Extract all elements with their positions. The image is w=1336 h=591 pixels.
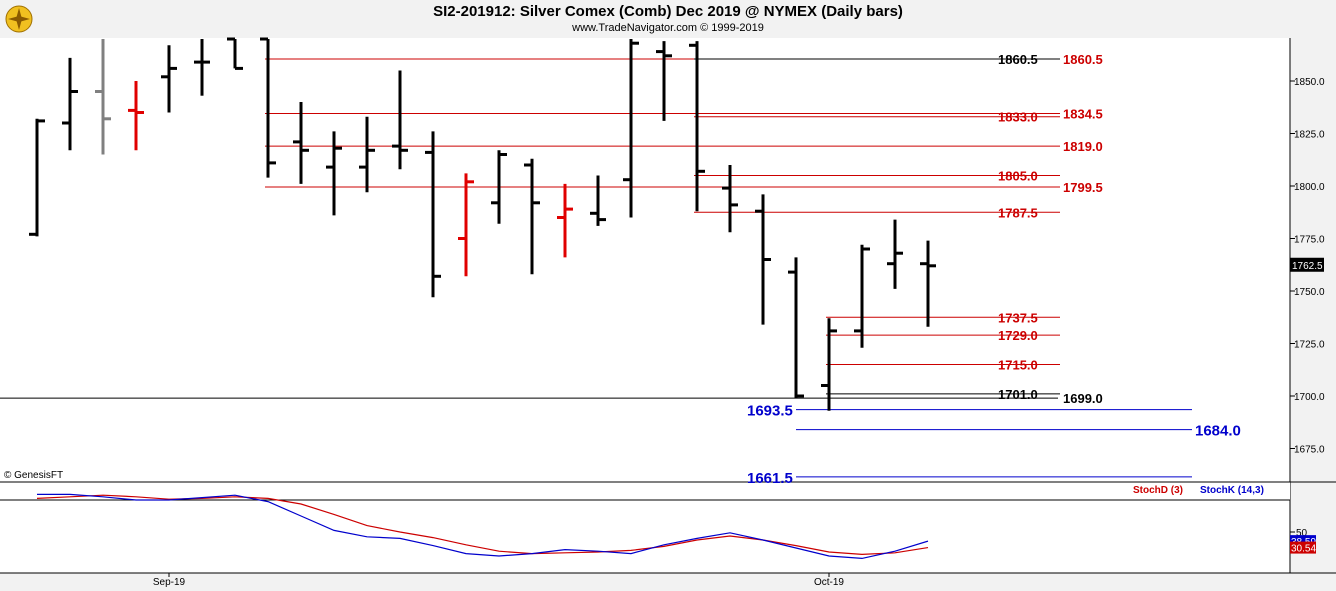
ohlc-bar — [524, 158, 540, 275]
price-tick-label: 1775.0 — [1294, 235, 1325, 246]
level-label: 1834.5 — [1063, 107, 1103, 122]
ohlc-bar — [887, 219, 903, 289]
ohlc-bar — [557, 183, 573, 258]
ohlc-bar — [260, 37, 276, 178]
ohlc-bar — [161, 45, 177, 113]
price-tick-label: 1800.0 — [1294, 182, 1325, 193]
price-tick-label: 1725.0 — [1294, 340, 1325, 351]
stochd-line — [36, 494, 929, 556]
price-tick-label: 1700.0 — [1294, 392, 1325, 403]
ohlc-bar — [920, 240, 936, 327]
support-label: 1684.0 — [1195, 423, 1241, 440]
ohlc-bar — [95, 39, 111, 155]
ohlc-bar — [788, 257, 804, 399]
support-label: 1661.5 — [747, 470, 793, 487]
oscillator-tick-label: 50 — [1296, 528, 1308, 539]
level-label: 1819.0 — [1063, 139, 1103, 154]
price-axis-panel — [1290, 38, 1336, 573]
last-price-label: 1762.5 — [1292, 261, 1323, 272]
level-label: 1833.0 — [998, 110, 1038, 125]
stochd-value-badge — [1290, 541, 1316, 554]
date-tick-label: Sep-19 — [153, 577, 186, 588]
price-tick-label: 1750.0 — [1294, 287, 1325, 298]
price-tick-label: 1825.0 — [1294, 130, 1325, 141]
level-label: 1737.5 — [998, 310, 1038, 325]
level-label: 1715.0 — [998, 358, 1038, 373]
level-label: 1729.0 — [998, 328, 1038, 343]
ohlc-bar — [854, 244, 870, 348]
ohlc-bar — [29, 118, 45, 237]
ohlc-bar — [623, 39, 639, 218]
ohlc-bar — [755, 194, 771, 325]
price-tick-label: 1850.0 — [1294, 77, 1325, 88]
support-label: 1693.5 — [747, 403, 793, 420]
ohlc-bar — [128, 81, 144, 151]
ohlc-bar — [722, 165, 738, 233]
ohlc-bar — [821, 318, 837, 411]
ohlc-bar — [359, 116, 375, 193]
level-label: 1860.5 — [1063, 52, 1103, 67]
price-tick-label: 1675.0 — [1294, 445, 1325, 456]
ohlc-bar — [326, 131, 342, 216]
chart-title: SI2-201912: Silver Comex (Comb) Dec 2019… — [433, 3, 903, 20]
stochd-legend: StochD (3) — [1133, 485, 1183, 496]
ohlc-bar — [491, 150, 507, 224]
level-label: 1701.0 — [998, 387, 1038, 402]
stochd-value: 30.54 — [1291, 544, 1316, 555]
level-label: 1860.5 — [998, 52, 1038, 67]
level-label: 1787.5 — [998, 205, 1038, 220]
ohlc-bar — [656, 41, 672, 121]
ohlc-bar — [62, 57, 78, 151]
level-label: 1699.0 — [1063, 391, 1103, 406]
stochk-legend: StochK (14,3) — [1200, 485, 1264, 496]
trade-navigator-logo-icon — [5, 5, 33, 33]
ohlc-bar — [293, 102, 309, 184]
chart-subtitle: www.TradeNavigator.com © 1999-2019 — [572, 22, 764, 34]
date-axis-panel — [0, 573, 1336, 591]
ohlc-bar — [458, 173, 474, 277]
level-label: 1799.5 — [1063, 180, 1103, 195]
oscillator-legend-band — [0, 482, 1290, 500]
date-tick-label: Oct-19 — [814, 577, 844, 588]
ohlc-bar — [227, 37, 243, 70]
ohlc-bar — [194, 39, 210, 96]
ohlc-bar — [689, 41, 705, 212]
stochk-line — [37, 493, 929, 560]
level-label: 1805.0 — [998, 169, 1038, 184]
last-price-badge — [1290, 257, 1324, 272]
chart-header: SI2-201912: Silver Comex (Comb) Dec 2019… — [0, 0, 1336, 38]
ohlc-bar — [590, 175, 606, 226]
ohlc-bar — [392, 70, 408, 170]
watermark: © GenesisFT — [4, 470, 63, 481]
ohlc-bar — [425, 131, 441, 298]
